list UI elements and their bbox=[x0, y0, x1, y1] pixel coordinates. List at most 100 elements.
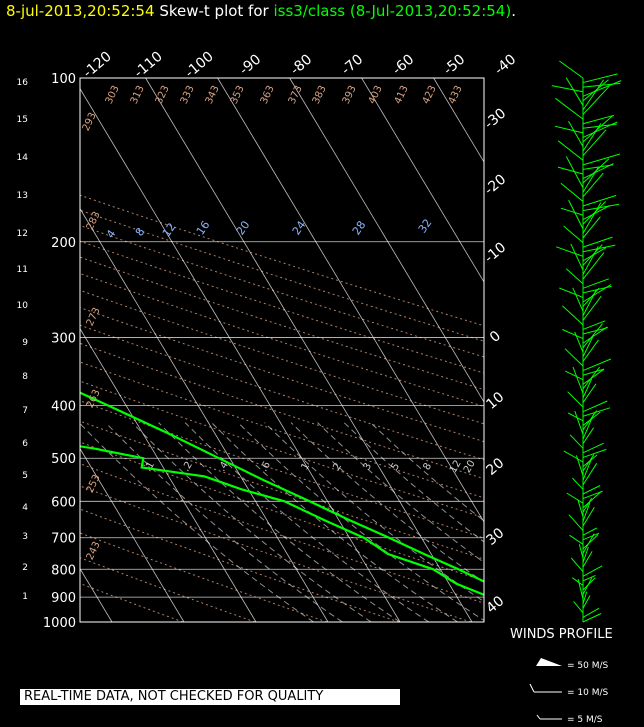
wind-barb bbox=[582, 216, 601, 239]
moist-label: 5 bbox=[389, 461, 402, 472]
wind-barb bbox=[582, 490, 603, 500]
dry-adiabat-label: 313 bbox=[129, 84, 147, 106]
temperature-tick-right: -30 bbox=[482, 105, 510, 132]
wind-barb bbox=[568, 120, 584, 147]
temperature-tick-right: 10 bbox=[483, 389, 507, 413]
pressure-tick-label: 600 bbox=[51, 495, 76, 510]
dry-adiabat-label: 363 bbox=[259, 84, 277, 106]
wind-barb bbox=[582, 284, 612, 303]
pressure-tick-label: 500 bbox=[51, 452, 76, 467]
wind-barb bbox=[575, 455, 584, 476]
wind-barb bbox=[582, 320, 606, 330]
wind-barb bbox=[557, 140, 584, 161]
temperature-tick-top: -90 bbox=[237, 51, 265, 78]
wind-barb bbox=[582, 236, 613, 248]
dry-adiabat-label: 273 bbox=[85, 306, 103, 328]
temperature-tick-right: 30 bbox=[483, 525, 507, 549]
dry-adiabat bbox=[80, 289, 484, 425]
dry-adiabat-label: 433 bbox=[447, 84, 465, 106]
dry-adiabat bbox=[80, 324, 484, 461]
wind-barb bbox=[582, 80, 622, 97]
moist-label: 20 bbox=[462, 458, 478, 475]
wind-barb bbox=[582, 163, 614, 180]
isotherm bbox=[80, 207, 329, 622]
wind-barb bbox=[582, 613, 602, 623]
height-tick-label: 7 bbox=[22, 406, 28, 416]
wind-barb bbox=[565, 156, 584, 188]
wind-barb bbox=[562, 329, 584, 340]
wind-barb bbox=[582, 577, 593, 595]
pressure-tick-label: 700 bbox=[51, 532, 76, 547]
dry-adiabat-label: 423 bbox=[421, 84, 439, 106]
height-tick-label: 8 bbox=[22, 372, 28, 382]
dry-adiabat bbox=[80, 400, 484, 539]
dry-adiabat bbox=[80, 485, 472, 622]
dry-adiabat-label: 333 bbox=[179, 84, 197, 106]
wind-legend-glyph-5 bbox=[536, 714, 562, 720]
isotherm bbox=[80, 87, 401, 622]
wind-barb bbox=[582, 368, 605, 376]
wind-barb bbox=[582, 607, 600, 618]
wind-barb bbox=[582, 427, 595, 444]
temperature-tick-top: -120 bbox=[80, 49, 115, 82]
dry-adiabat bbox=[80, 361, 484, 499]
moist-adiabat bbox=[131, 422, 372, 622]
dry-adiabat bbox=[80, 224, 484, 358]
wind-barb bbox=[564, 370, 584, 381]
wind-barb bbox=[582, 366, 600, 390]
temperature-tick-right: 0 bbox=[487, 328, 504, 346]
wind-barb bbox=[574, 331, 584, 353]
dry-adiabat-label: 403 bbox=[367, 84, 385, 106]
title-text: Skew-t plot for bbox=[159, 2, 269, 20]
mixing-ratio-label: 24 bbox=[290, 219, 309, 238]
temperature-tick-top: -110 bbox=[131, 49, 166, 82]
wind-barb bbox=[551, 85, 584, 93]
wind-barb bbox=[582, 400, 608, 413]
temperature-tick-top: -40 bbox=[492, 51, 520, 78]
isotherm bbox=[289, 78, 484, 403]
temperature-tick-top: -70 bbox=[339, 51, 367, 78]
dry-adiabat-label: 323 bbox=[154, 84, 172, 106]
moist-adiabat bbox=[343, 422, 484, 543]
wind-barb bbox=[565, 268, 584, 285]
wind-barb bbox=[582, 498, 593, 513]
title-date: 8-jul-2013,20:52:54 bbox=[6, 2, 155, 20]
wind-barb bbox=[557, 166, 584, 175]
wind-barb bbox=[582, 368, 605, 385]
wind-barb bbox=[582, 410, 598, 431]
wind-barb bbox=[582, 79, 609, 102]
wind-barb bbox=[569, 534, 584, 545]
temperature-tick-right: -10 bbox=[482, 239, 510, 266]
mixing-ratio-label: 20 bbox=[234, 219, 253, 238]
wind-barb bbox=[570, 557, 584, 573]
moist-adiabat bbox=[290, 422, 484, 583]
winds-profile-label: WINDS PROFILE bbox=[510, 627, 613, 642]
height-tick-label: 10 bbox=[17, 301, 29, 311]
wind-barb bbox=[582, 326, 608, 344]
mixing-ratio-label: 12 bbox=[160, 221, 179, 240]
wind-barb bbox=[582, 442, 604, 454]
plot-area bbox=[80, 78, 484, 622]
wind-barb bbox=[568, 514, 584, 531]
wind-barb bbox=[567, 391, 584, 408]
moist-adiabat bbox=[237, 422, 484, 622]
pressure-tick-label: 400 bbox=[51, 400, 76, 415]
wind-barb bbox=[582, 532, 600, 541]
wind-barb bbox=[582, 201, 606, 225]
wind-barb bbox=[554, 125, 584, 134]
isotherm bbox=[80, 327, 257, 622]
moist-label: 12 bbox=[448, 458, 464, 475]
wind-barb bbox=[572, 577, 584, 586]
wind-barb bbox=[582, 546, 589, 563]
wind-barb bbox=[582, 287, 600, 307]
dry-adiabat-label: 393 bbox=[341, 84, 359, 106]
wind-barb bbox=[565, 77, 584, 106]
dry-adiabat-label: 383 bbox=[311, 84, 329, 106]
wind-barb bbox=[567, 412, 584, 422]
dry-adiabat bbox=[80, 209, 484, 342]
dry-adiabat-label: 343 bbox=[204, 84, 222, 106]
moist-adiabat bbox=[264, 422, 484, 603]
wind-barb bbox=[563, 225, 584, 243]
temperature-tick-right: 40 bbox=[483, 593, 507, 617]
